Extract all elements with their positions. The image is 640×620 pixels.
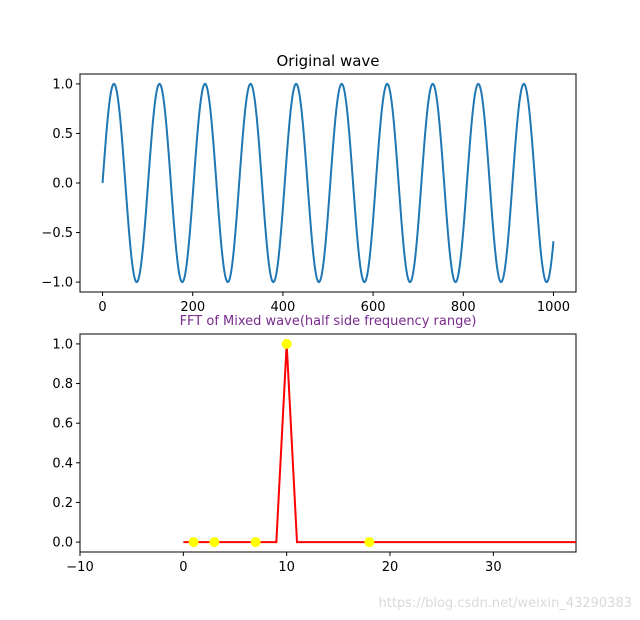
x-tick-label: 0	[179, 560, 187, 575]
y-tick-label: −0.5	[41, 226, 73, 241]
x-tick-label: 0	[98, 300, 106, 315]
top-x-ticks: 0 200 400 600 800 1000	[98, 292, 570, 315]
fft-markers	[188, 338, 375, 548]
top-wave-line	[101, 82, 555, 284]
bottom-subplot: FFT of Mixed wave(half side frequency ra…	[52, 314, 577, 575]
x-tick-label: 1000	[537, 300, 570, 315]
bottom-x-ticks: −10 0 10 20 30	[66, 552, 502, 575]
fft-marker-point	[281, 338, 292, 349]
x-tick-label: 800	[451, 300, 476, 315]
y-tick-label: −1.0	[41, 276, 73, 291]
y-tick-label: 0.8	[52, 377, 73, 392]
fft-marker-point	[364, 537, 375, 548]
fft-marker-point	[209, 537, 220, 548]
top-subplot: Original wave −1.0 −0.5 0.0 0.5 1.0 0 200 400 6…	[41, 52, 577, 315]
x-tick-label: 10	[278, 560, 295, 575]
bottom-axes-frame	[79, 333, 577, 553]
fft-marker-point	[250, 537, 261, 548]
fft-marker-point	[188, 537, 199, 548]
y-tick-label: 0.4	[52, 456, 73, 471]
y-tick-label: 0.5	[52, 127, 73, 142]
top-chart-title: Original wave	[276, 52, 379, 70]
x-tick-label: 600	[361, 300, 386, 315]
bottom-chart-title: FFT of Mixed wave(half side frequency ra…	[180, 314, 477, 329]
top-y-ticks: −1.0 −0.5 0.0 0.5 1.0	[41, 77, 80, 291]
y-tick-label: 0.0	[52, 536, 73, 551]
x-tick-label: 20	[382, 560, 399, 575]
y-tick-label: 0.0	[52, 177, 73, 192]
fft-line	[183, 343, 576, 544]
watermark: https://blog.csdn.net/weixin_43290383	[378, 596, 632, 611]
bottom-y-ticks: 0.0 0.2 0.4 0.6 0.8 1.0	[52, 337, 80, 551]
y-tick-label: 1.0	[52, 337, 73, 352]
x-tick-label: −10	[66, 560, 93, 575]
x-tick-label: 200	[180, 300, 205, 315]
y-tick-label: 1.0	[52, 77, 73, 92]
x-tick-label: 30	[485, 560, 502, 575]
x-tick-label: 400	[270, 300, 295, 315]
y-tick-label: 0.6	[52, 417, 73, 432]
y-tick-label: 0.2	[52, 496, 73, 511]
